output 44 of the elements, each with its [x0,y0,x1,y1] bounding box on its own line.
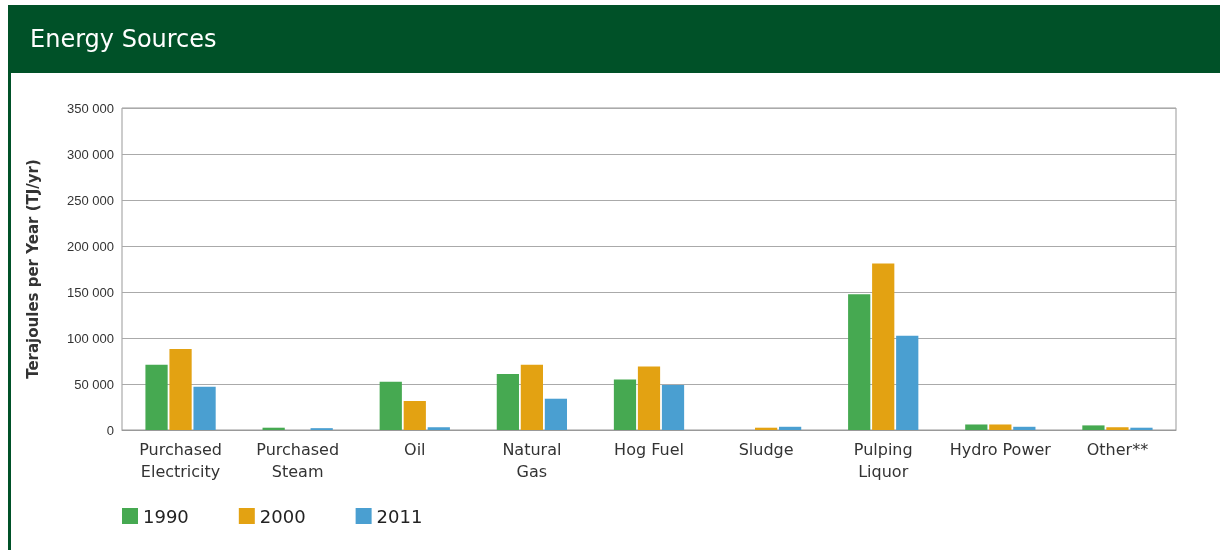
y-axis-title: Terajoules per Year (TJ/yr) [23,159,42,379]
y-tick-label: 300 000 [67,146,114,162]
y-tick-label: 100 000 [67,330,114,346]
bar [989,424,1012,430]
y-tick-label: 250 000 [67,192,114,208]
y-tick-label: 150 000 [67,284,114,300]
bar [872,263,895,430]
bar [193,386,216,430]
x-tick-label: Pulping Liquor [853,439,913,481]
legend-label: 1990 [143,505,189,527]
bar [379,381,402,430]
x-tick-label: Hydro Power [949,439,1052,459]
bar [613,379,637,430]
chart-title: Energy Sources [8,5,1220,73]
x-tick-label: Natural Gas [502,439,562,481]
bar [848,294,871,430]
y-tick-label: 200 000 [67,238,114,254]
bar [661,384,685,430]
bar [1013,426,1036,430]
legend-label: 2011 [376,505,423,527]
bar [169,349,192,430]
bar [1130,427,1153,430]
legend-label: 2000 [259,505,306,527]
x-tick-label: Other** [1086,439,1149,459]
x-tick-label: Oil [404,439,426,459]
bar [403,401,426,430]
bar [637,366,661,430]
y-tick-label: 50 000 [74,376,114,392]
bar [544,398,568,430]
bar [427,427,450,430]
x-tick-label: Hog Fuel [614,439,684,459]
y-tick-label: 350 000 [67,100,114,116]
x-tick-label: Sludge [738,439,794,459]
x-tick-label: Purchased Electricity [139,439,222,481]
y-tick-label: 0 [106,422,114,438]
x-tick-label: Purchased Steam [256,439,340,481]
bar [520,364,544,430]
bar [896,335,919,430]
bar [965,424,988,430]
bar [496,373,519,430]
bar [779,426,802,430]
bar [1106,427,1129,430]
bar [1082,425,1105,430]
bar [145,364,168,430]
